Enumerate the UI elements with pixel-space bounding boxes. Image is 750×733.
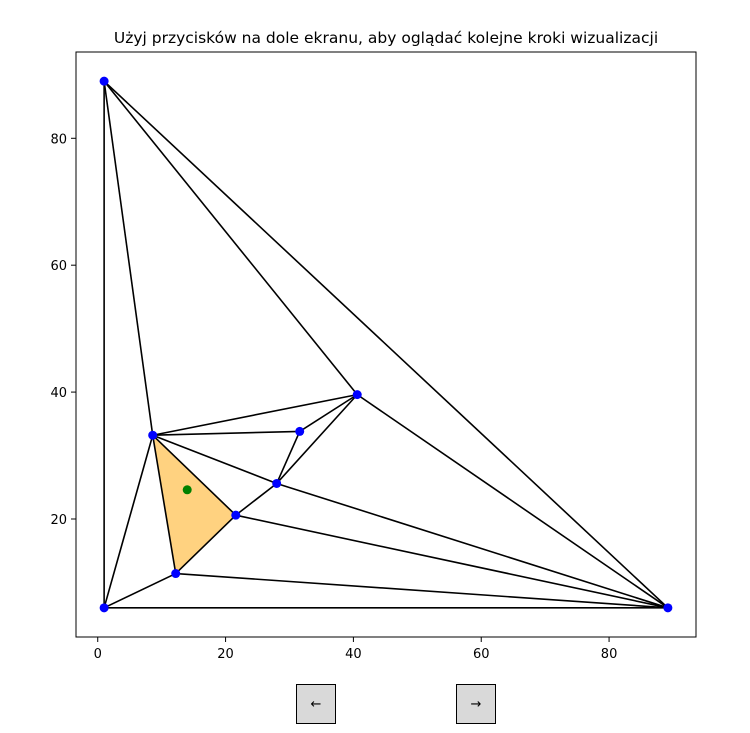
chart-title: Użyj przycisków na dole ekranu, aby oglą… bbox=[114, 29, 658, 47]
triangulation-edge bbox=[235, 514, 669, 609]
triangulation-edge bbox=[103, 572, 177, 609]
query-point bbox=[182, 485, 192, 495]
y-tick-label: 40 bbox=[50, 386, 67, 401]
x-tick-label: 80 bbox=[601, 647, 618, 662]
vertex-point bbox=[231, 510, 241, 520]
y-tick-label: 60 bbox=[50, 259, 67, 274]
x-tick-label: 20 bbox=[217, 647, 234, 662]
y-tick-label: 20 bbox=[50, 513, 67, 528]
next-step-button[interactable]: → bbox=[456, 684, 496, 724]
triangulation-edge bbox=[175, 514, 237, 575]
triangulation-edge bbox=[103, 80, 358, 396]
triangulation-edge bbox=[235, 482, 278, 516]
vertex-point bbox=[663, 603, 673, 613]
triangulation-edge bbox=[276, 394, 358, 484]
triangulation-edge bbox=[152, 393, 358, 437]
vertex-point bbox=[272, 478, 282, 488]
vertex-point bbox=[99, 76, 109, 86]
triangulation-edge bbox=[152, 434, 277, 485]
triangulation-edge bbox=[356, 393, 669, 609]
vertex-point bbox=[295, 426, 305, 436]
previous-step-button[interactable]: ← bbox=[296, 684, 336, 724]
triangulation-edge bbox=[275, 431, 301, 484]
triangulation-edge bbox=[276, 482, 669, 609]
x-tick-label: 60 bbox=[473, 647, 490, 662]
triangulation-edge bbox=[103, 81, 154, 436]
vertex-point bbox=[171, 569, 181, 579]
triangulation-edge bbox=[103, 435, 154, 609]
highlighted-triangle bbox=[152, 435, 236, 574]
vertex-point bbox=[352, 390, 362, 400]
vertex-point bbox=[99, 603, 109, 613]
triangulation-edge bbox=[152, 434, 237, 516]
triangulation-edge bbox=[103, 80, 669, 609]
x-tick-label: 0 bbox=[94, 647, 102, 662]
y-tick-label: 80 bbox=[50, 132, 67, 147]
triangulation-edge bbox=[175, 572, 668, 609]
triangulation-edge bbox=[151, 435, 177, 574]
x-tick-label: 40 bbox=[345, 647, 362, 662]
triangulation-edge bbox=[152, 430, 300, 437]
vertex-point bbox=[148, 430, 158, 440]
triangulation-edge bbox=[299, 393, 358, 433]
axes-frame bbox=[75, 51, 697, 638]
